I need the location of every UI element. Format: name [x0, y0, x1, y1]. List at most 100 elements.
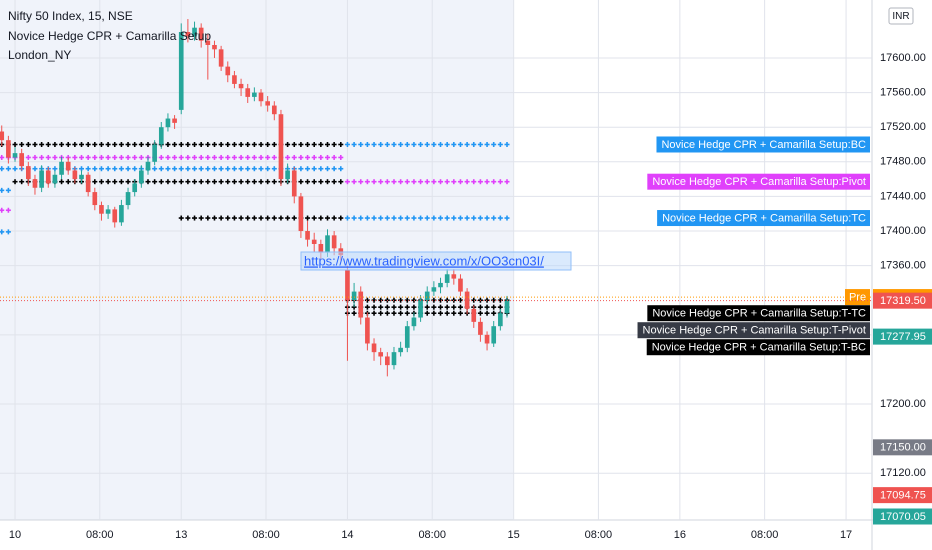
- candle-body: [504, 300, 510, 314]
- candle-body: [478, 321, 483, 335]
- candle-body: [291, 170, 297, 197]
- price-marker-label: 17070.05: [880, 511, 926, 523]
- y-tick-label: 17400.00: [880, 225, 926, 237]
- price-marker: [873, 439, 932, 456]
- x-tick-label: 08:00: [585, 529, 613, 541]
- candle-body: [85, 174, 91, 193]
- level-label-box: [657, 210, 870, 227]
- y-tick-label: 17520.00: [880, 121, 926, 133]
- currency-box: [888, 7, 914, 25]
- candle-body: [165, 118, 171, 128]
- candle-body: [39, 170, 44, 188]
- candle-body: [152, 144, 157, 162]
- x-tick-label: 15: [508, 529, 520, 541]
- candle-body: [65, 161, 71, 171]
- candle-body: [285, 170, 290, 180]
- candle-body: [431, 287, 437, 292]
- level-crosses: [0, 187, 11, 193]
- x-tick-label: 13: [175, 529, 187, 541]
- x-tick-label: 10: [9, 529, 21, 541]
- candle-body: [158, 127, 164, 145]
- level-label: Novice Hedge CPR + Camarilla Setup:T-Piv…: [643, 325, 866, 337]
- candle-body: [411, 317, 417, 327]
- y-tick-label: 17480.00: [880, 156, 926, 168]
- candle-body: [238, 83, 244, 89]
- y-tick-label: 17360.00: [880, 260, 926, 272]
- candle-body: [498, 313, 503, 327]
- candle-body: [438, 282, 443, 288]
- candle-body: [32, 179, 38, 188]
- candle-body: [0, 131, 5, 141]
- price-marker-label: 17094.75: [880, 490, 926, 502]
- chart-title: Nifty 50 Index, 15, NSE: [8, 9, 133, 23]
- price-marker: [873, 292, 932, 309]
- candle-body: [6, 140, 11, 158]
- price-marker-label: 17150.00: [880, 442, 926, 454]
- candle-body: [271, 105, 277, 115]
- candle-body: [464, 291, 470, 309]
- candle-body: [252, 92, 257, 97]
- level-crosses: [178, 215, 344, 221]
- x-tick-label: 08:00: [418, 529, 446, 541]
- watermark-box: [300, 251, 572, 271]
- candle-body: [351, 291, 357, 301]
- candle-body: [132, 183, 138, 193]
- level-crosses: [344, 215, 510, 221]
- y-tick-label: 17120.00: [880, 467, 926, 479]
- level-crosses: [0, 207, 11, 213]
- candle-body: [424, 291, 430, 301]
- indicator-name: Novice Hedge CPR + Camarilla Setup: [8, 29, 211, 43]
- candle-body: [25, 166, 31, 180]
- level-crosses: [0, 229, 11, 235]
- candle-body: [112, 209, 118, 223]
- x-tick-label: 16: [674, 529, 686, 541]
- candle-body: [12, 153, 18, 158]
- candle-body: [139, 170, 144, 184]
- watermark: https://www.tradingview.com/x/OO3cn03I/: [304, 253, 544, 268]
- x-tick-label: 08:00: [751, 529, 779, 541]
- candle-body: [218, 49, 224, 67]
- candle-body: [232, 75, 237, 84]
- y-tick-label: 17560.00: [880, 86, 926, 98]
- candle-body: [491, 326, 497, 344]
- candle-body: [198, 27, 204, 41]
- candle-body: [99, 205, 104, 214]
- y-tick-label: 17440.00: [880, 190, 926, 202]
- candle-body: [325, 235, 330, 253]
- candle-body: [125, 192, 131, 206]
- candle-body: [192, 27, 197, 37]
- x-tick-label: 14: [341, 529, 353, 541]
- candle-body: [484, 334, 490, 344]
- price-marker-label: 17277.95: [880, 331, 926, 343]
- level-label-box: [637, 322, 870, 339]
- currency: INR: [892, 11, 909, 22]
- y-tick-label: 17200.00: [880, 398, 926, 410]
- candle-body: [258, 92, 264, 102]
- candle-body: [371, 343, 377, 353]
- candle-body: [365, 317, 370, 344]
- candle-body: [278, 114, 284, 180]
- price-marker-label: 17319.50: [880, 295, 926, 307]
- candle-body: [225, 66, 231, 76]
- level-label: Novice Hedge CPR + Camarilla Setup:BC: [661, 139, 866, 151]
- level-label-box: [646, 339, 870, 356]
- level-label-box: [647, 173, 870, 190]
- candle-body: [212, 44, 217, 50]
- indicator-name: London_NY: [8, 48, 71, 62]
- candle-body: [331, 235, 337, 249]
- candle-body: [172, 118, 177, 123]
- x-tick-label: 17: [840, 529, 852, 541]
- candle-body: [378, 352, 384, 357]
- candle-body: [385, 356, 390, 366]
- candle-body: [311, 239, 317, 244]
- candle-body: [471, 308, 477, 322]
- candle-body: [145, 161, 151, 171]
- candle-body: [119, 205, 124, 223]
- candle-body: [185, 32, 191, 37]
- candle-body: [451, 274, 457, 279]
- candle-body: [79, 174, 84, 180]
- candle-body: [205, 40, 211, 45]
- candle-body: [318, 243, 324, 253]
- candle-body: [444, 274, 450, 283]
